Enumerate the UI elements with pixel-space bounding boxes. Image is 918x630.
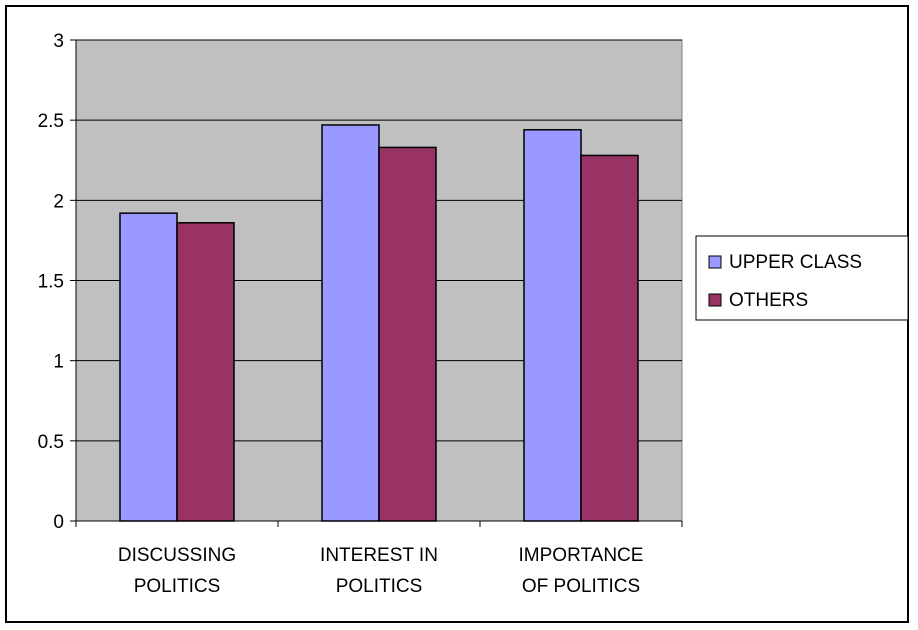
bar-upper-class — [321, 124, 380, 522]
legend-swatch-upper-class — [708, 255, 722, 269]
legend-box — [695, 235, 909, 321]
y-tick-label: 2.5 — [38, 111, 64, 132]
y-tick-label: 1 — [53, 352, 64, 373]
y-tick-label: 2 — [53, 191, 64, 212]
y-tick-label: 0.5 — [38, 432, 64, 453]
legend-label-others: OTHERS — [729, 290, 808, 311]
legend: UPPER CLASS OTHERS — [695, 235, 909, 321]
bar-others — [378, 146, 437, 522]
bar-upper-class — [523, 129, 582, 522]
y-tick-label: 1.5 — [38, 272, 64, 293]
x-category-label: POLITICS — [336, 576, 423, 597]
bar-upper-class — [119, 212, 178, 522]
legend-label-upper-class: UPPER CLASS — [729, 252, 862, 273]
x-category-label: IMPORTANCE — [519, 545, 644, 566]
legend-swatch-others — [708, 293, 722, 307]
x-category-label: INTEREST IN — [320, 545, 438, 566]
bar-others — [176, 222, 235, 522]
bar-others — [580, 154, 639, 522]
x-category-label: POLITICS — [134, 576, 221, 597]
x-category-label: DISCUSSING — [118, 545, 236, 566]
y-tick-label: 3 — [53, 31, 64, 52]
y-tick-label: 0 — [53, 512, 64, 533]
x-category-label: OF POLITICS — [522, 576, 640, 597]
